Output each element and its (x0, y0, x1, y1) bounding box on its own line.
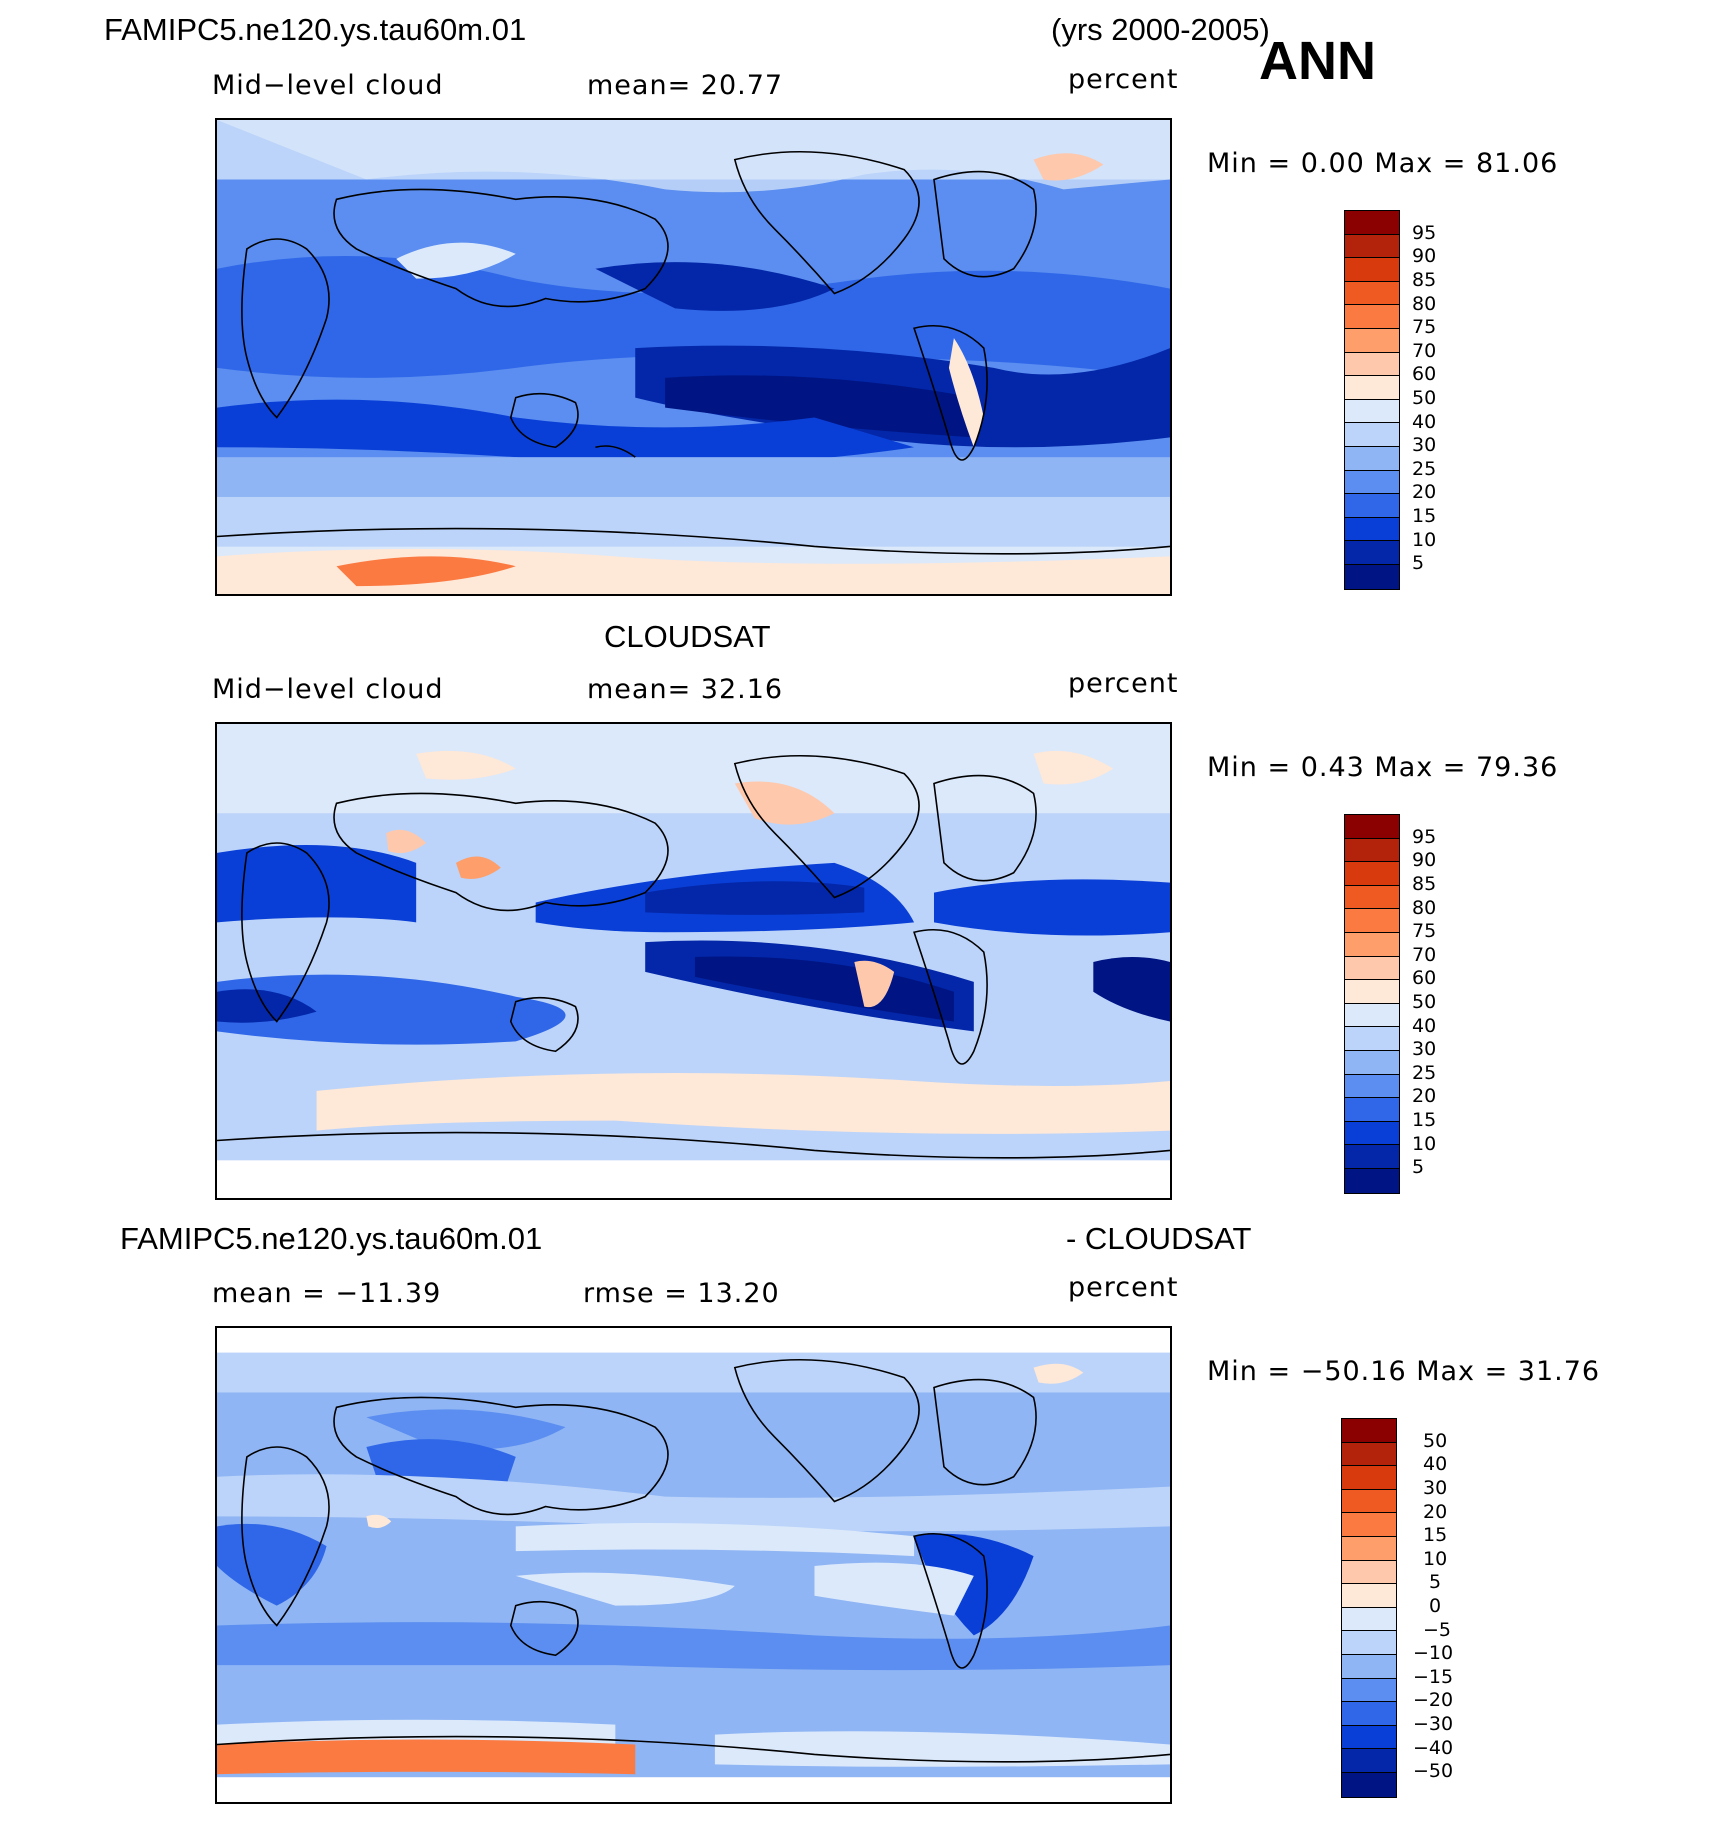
panel2-variable: Mid−level cloud (212, 674, 444, 705)
tick-label: 40 (1423, 1453, 1448, 1475)
tick-label: 70 (1412, 340, 1437, 362)
panel3-units: percent (1068, 1272, 1179, 1303)
panel1-minmax: Min = 0.00 Max = 81.06 (1207, 148, 1559, 179)
tick-label: 50 (1412, 991, 1437, 1013)
tick-label: −10 (1413, 1642, 1454, 1664)
panel3-title-right: - CLOUDSAT (1066, 1221, 1252, 1256)
tick-label: 60 (1412, 363, 1437, 385)
panel3-rmse: rmse = 13.20 (583, 1278, 780, 1309)
tick-label: −40 (1413, 1737, 1454, 1759)
tick-label: 0 (1429, 1595, 1442, 1617)
panel3-mean: mean = −11.39 (212, 1278, 442, 1309)
tick-label: 85 (1412, 269, 1437, 291)
tick-label: 5 (1429, 1571, 1442, 1593)
tick-label: 50 (1423, 1430, 1448, 1452)
tick-label: 80 (1412, 293, 1437, 315)
panel2-units: percent (1068, 668, 1179, 699)
panel2-colorbar (1344, 814, 1400, 1194)
tick-label: 30 (1423, 1477, 1448, 1499)
tick-label: 10 (1412, 1133, 1437, 1155)
tick-label: 80 (1412, 897, 1437, 919)
tick-label: 85 (1412, 873, 1437, 895)
tick-label: 10 (1412, 529, 1437, 551)
panel2-map (215, 722, 1172, 1200)
tick-label: −5 (1423, 1619, 1452, 1641)
tick-label: −50 (1413, 1760, 1454, 1782)
tick-label: 10 (1423, 1548, 1448, 1570)
tick-label: 40 (1412, 411, 1437, 433)
tick-label: −20 (1413, 1689, 1454, 1711)
tick-label: 95 (1412, 222, 1437, 244)
tick-label: −15 (1413, 1666, 1454, 1688)
tick-label: 20 (1412, 1085, 1437, 1107)
tick-label: 15 (1412, 505, 1437, 527)
tick-label: 25 (1412, 1062, 1437, 1084)
tick-label: 25 (1412, 458, 1437, 480)
tick-label: −30 (1413, 1713, 1454, 1735)
tick-label: 20 (1412, 481, 1437, 503)
tick-label: 15 (1423, 1524, 1448, 1546)
panel1-units: percent (1068, 64, 1179, 95)
panel1-colorbar (1344, 210, 1400, 590)
panel2-title: CLOUDSAT (604, 619, 771, 654)
tick-label: 40 (1412, 1015, 1437, 1037)
panel3-minmax: Min = −50.16 Max = 31.76 (1207, 1356, 1601, 1387)
tick-label: 75 (1412, 316, 1437, 338)
panel2-mean: mean= 32.16 (587, 674, 784, 705)
tick-label: 30 (1412, 434, 1437, 456)
tick-label: 75 (1412, 920, 1437, 942)
panel3-colorbar (1341, 1418, 1397, 1798)
tick-label: 5 (1412, 552, 1425, 574)
panel2-minmax: Min = 0.43 Max = 79.36 (1207, 752, 1559, 783)
years-label: (yrs 2000-2005) (1051, 12, 1270, 47)
panel3-map (215, 1326, 1172, 1804)
panel3-title-left: FAMIPC5.ne120.ys.tau60m.01 (120, 1221, 543, 1256)
panel1-map (215, 118, 1172, 596)
panel1-variable: Mid−level cloud (212, 70, 444, 101)
tick-label: 30 (1412, 1038, 1437, 1060)
tick-label: 50 (1412, 387, 1437, 409)
tick-label: 15 (1412, 1109, 1437, 1131)
tick-label: 20 (1423, 1501, 1448, 1523)
tick-label: 60 (1412, 967, 1437, 989)
tick-label: 90 (1412, 849, 1437, 871)
tick-label: 95 (1412, 826, 1437, 848)
tick-label: 70 (1412, 944, 1437, 966)
panel1-mean: mean= 20.77 (587, 70, 784, 101)
tick-label: 5 (1412, 1156, 1425, 1178)
season-label: ANN (1259, 31, 1376, 91)
tick-label: 90 (1412, 245, 1437, 267)
case-name-title: FAMIPC5.ne120.ys.tau60m.01 (104, 12, 527, 47)
